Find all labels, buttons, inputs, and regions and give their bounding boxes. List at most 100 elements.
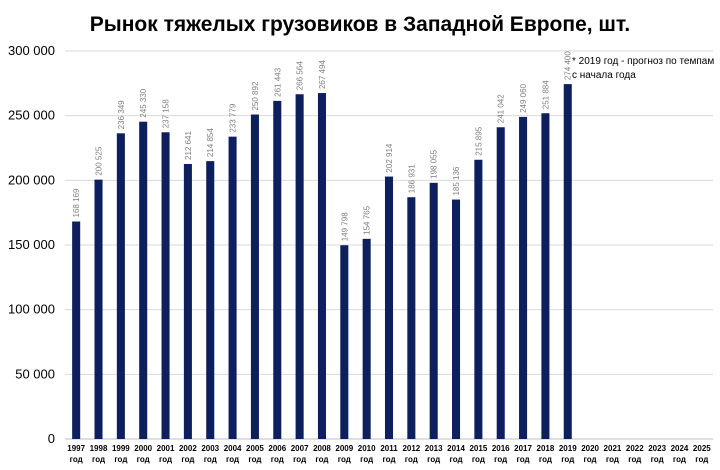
y-tick-label: 50 000 (15, 366, 55, 381)
x-tick-label: 2001 (157, 444, 175, 453)
bar (541, 113, 550, 439)
x-tick-label: 2023 (648, 444, 666, 453)
bar (228, 136, 237, 440)
data-label: 251 884 (541, 80, 550, 109)
bar (183, 163, 192, 439)
x-tick-suffix: год (517, 455, 530, 464)
data-label: 237 158 (162, 99, 171, 128)
chart-title: Рынок тяжелых грузовиков в Западной Евро… (90, 13, 630, 36)
data-label: 233 779 (229, 103, 238, 132)
bar (407, 197, 416, 439)
x-tick-label: 2000 (134, 444, 152, 453)
data-label: 200 525 (95, 146, 104, 175)
x-tick-suffix: год (204, 455, 217, 464)
x-tick-suffix: год (651, 455, 664, 464)
x-tick-label: 2009 (335, 444, 353, 453)
x-tick-label: 2015 (469, 444, 487, 453)
bar (563, 84, 572, 439)
bar (250, 114, 259, 440)
x-tick-suffix: год (472, 455, 485, 464)
x-tick-label: 1999 (112, 444, 130, 453)
forecast-note: * 2019 год - прогноз по темпам с начала … (572, 56, 714, 81)
x-tick-suffix: год (226, 455, 239, 464)
x-tick-label: 2014 (447, 444, 465, 453)
data-label: 149 798 (340, 212, 349, 241)
data-label: 274 400 (564, 51, 573, 80)
x-tick-label: 2005 (246, 444, 264, 453)
x-tick-label: 2011 (380, 444, 398, 453)
data-label: 154 765 (363, 205, 372, 234)
x-axis-ticks: 1997 год 1998 год 1999 год 2000 год 2001 год 2002 г… (67, 444, 711, 464)
x-tick-label: 1997 (67, 444, 85, 453)
x-tick-label: 2022 (626, 444, 644, 453)
x-tick-label: 2008 (313, 444, 331, 453)
x-tick-label: 2004 (224, 444, 242, 453)
bar (340, 245, 349, 439)
x-tick-suffix: год (181, 455, 194, 464)
data-label: 261 443 (273, 67, 282, 96)
bar (496, 127, 505, 439)
bar (273, 100, 282, 439)
x-tick-label: 2025 (693, 444, 711, 453)
y-tick-label: 250 000 (8, 108, 55, 123)
bar (474, 159, 483, 439)
x-tick-suffix: год (137, 455, 150, 464)
bar (317, 93, 326, 440)
data-label: 249 060 (519, 83, 528, 112)
x-tick-suffix: год (159, 455, 172, 464)
bar (72, 221, 81, 439)
bar (295, 94, 304, 439)
y-tick-label: 0 (48, 431, 55, 446)
x-tick-label: 1998 (90, 444, 108, 453)
data-label: 267 494 (318, 60, 327, 89)
data-label: 236 349 (117, 100, 126, 129)
x-tick-label: 2007 (291, 444, 309, 453)
y-axis-ticks: 0 50 000 100 000 150 000 200 000 250 000 300 0… (8, 43, 55, 446)
x-tick-label: 2020 (581, 444, 599, 453)
x-tick-suffix: год (92, 455, 105, 464)
x-tick-suffix: год (293, 455, 306, 464)
y-tick-label: 100 000 (8, 302, 55, 317)
data-label: 241 042 (497, 94, 506, 123)
x-tick-suffix: год (628, 455, 641, 464)
x-tick-label: 2003 (201, 444, 219, 453)
x-tick-label: 2021 (604, 444, 622, 453)
data-label: 212 641 (184, 131, 193, 160)
x-tick-suffix: год (494, 455, 507, 464)
x-tick-label: 2017 (514, 444, 532, 453)
y-tick-label: 200 000 (8, 172, 55, 187)
data-label: 198 055 (430, 149, 439, 178)
bar (94, 179, 103, 439)
x-tick-suffix: год (70, 455, 83, 464)
x-tick-label: 2012 (402, 444, 420, 453)
x-tick-suffix: год (695, 455, 708, 464)
x-tick-suffix: год (584, 455, 597, 464)
x-tick-suffix: год (673, 455, 686, 464)
forecast-note-line-1: * 2019 год - прогноз по темпам (572, 56, 714, 67)
bar (161, 132, 170, 440)
x-tick-label: 2013 (425, 444, 443, 453)
x-tick-suffix: год (405, 455, 418, 464)
data-label: 202 914 (385, 143, 394, 172)
x-tick-suffix: год (427, 455, 440, 464)
data-label: 186 931 (407, 164, 416, 193)
data-label: 245 330 (139, 88, 148, 117)
x-tick-suffix: год (338, 455, 351, 464)
x-tick-suffix: год (114, 455, 127, 464)
bar (519, 116, 528, 440)
x-tick-suffix: год (539, 455, 552, 464)
x-tick-suffix: год (248, 455, 261, 464)
x-tick-label: 2019 (559, 444, 577, 453)
x-tick-label: 2018 (537, 444, 555, 453)
data-label: 214 854 (206, 128, 215, 157)
y-tick-label: 300 000 (8, 43, 55, 58)
x-tick-suffix: год (271, 455, 284, 464)
x-tick-suffix: год (382, 455, 395, 464)
x-tick-label: 2002 (179, 444, 197, 453)
bar (116, 133, 125, 439)
bar (362, 238, 371, 439)
data-label: 215 895 (474, 126, 483, 155)
x-tick-label: 2016 (492, 444, 510, 453)
bars (72, 84, 572, 440)
